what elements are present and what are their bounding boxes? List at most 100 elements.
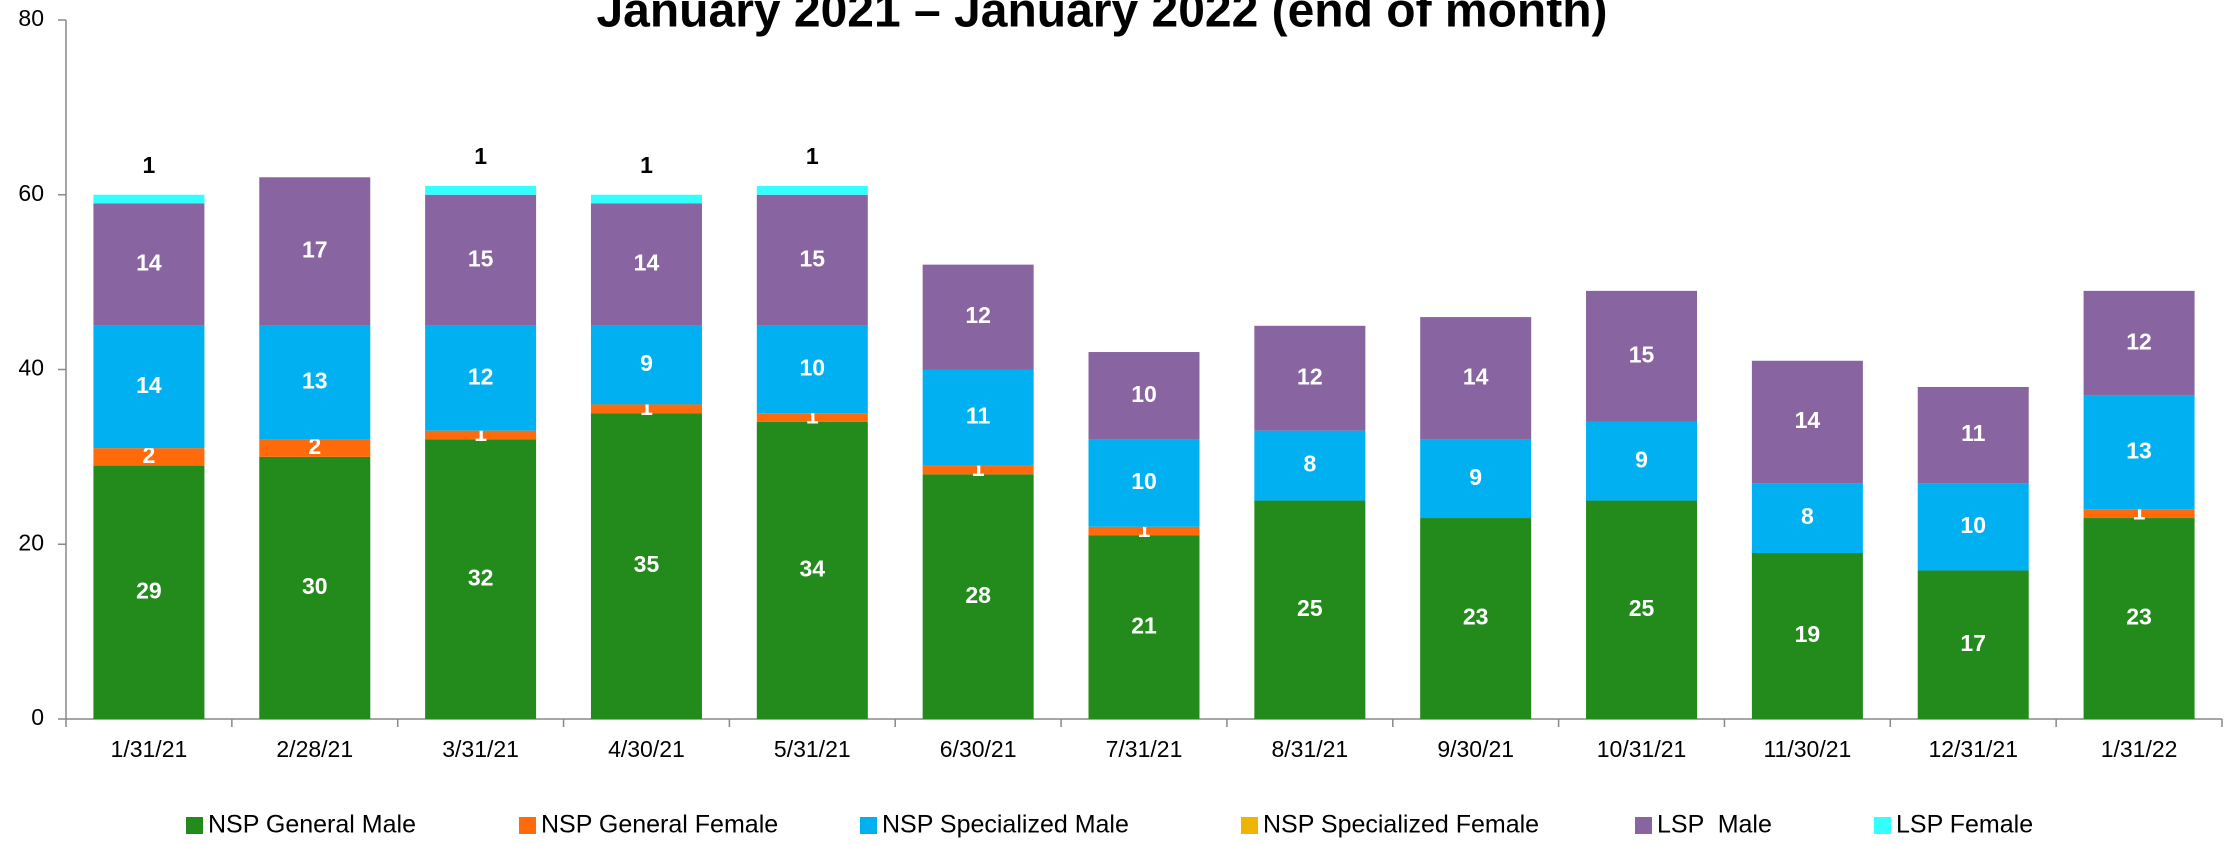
- bar-segment: [1420, 518, 1532, 719]
- bar-segment: [425, 430, 537, 440]
- bar-segment: [1586, 421, 1698, 501]
- bar-segment: [756, 194, 868, 326]
- bar-segment: [2083, 290, 2195, 396]
- bar-segment: [259, 325, 371, 440]
- chart-title: January 2021 – January 2022 (end of mont…: [596, 0, 1607, 38]
- data-label: 17: [1960, 630, 1986, 656]
- x-tick-label: 11/30/21: [1763, 736, 1851, 762]
- x-tick-label: 3/31/21: [442, 736, 519, 762]
- x-tick-label: 1/31/21: [111, 736, 188, 762]
- y-tick-label: 60: [18, 180, 44, 206]
- bar-segment: [590, 325, 702, 405]
- legend-swatch: [1241, 817, 1258, 834]
- x-tick-label: 8/31/21: [1271, 736, 1348, 762]
- x-tick-label: 7/31/21: [1106, 736, 1183, 762]
- data-label: 12: [1297, 363, 1323, 389]
- x-tick-label: 12/31/21: [1928, 736, 2018, 762]
- bar-segment: [756, 421, 868, 719]
- data-label: 21: [1131, 612, 1157, 638]
- legend-label: NSP Specialized Female: [1263, 811, 1539, 839]
- legend-label: NSP Specialized Male: [882, 811, 1129, 839]
- data-label: 25: [1297, 595, 1323, 621]
- bar-segment: [1254, 325, 1366, 431]
- data-label: 8: [1303, 451, 1316, 477]
- legend-swatch: [860, 817, 877, 834]
- bar-segment: [1751, 483, 1863, 553]
- data-label: 14: [1795, 407, 1821, 433]
- bar-segment: [1088, 352, 1200, 440]
- bar-segment: [1751, 552, 1863, 719]
- data-label: 25: [1629, 595, 1655, 621]
- bar-segment: [93, 465, 205, 719]
- y-tick-label: 80: [18, 5, 44, 31]
- data-label: 14: [136, 372, 162, 398]
- data-label: 32: [468, 564, 494, 590]
- legend-swatch: [1874, 817, 1891, 834]
- bar-segment: [1917, 386, 2029, 484]
- data-label: 14: [634, 250, 660, 276]
- data-label: 8: [1801, 503, 1814, 529]
- data-label: 13: [302, 368, 328, 394]
- legend-label: NSP General Male: [208, 811, 416, 839]
- data-label: 11: [1961, 420, 1986, 446]
- data-label: 15: [800, 245, 826, 271]
- legend-swatch: [1635, 817, 1652, 834]
- data-label: 17: [302, 237, 328, 263]
- bar-segment: [1420, 317, 1532, 440]
- data-label: 9: [1635, 446, 1648, 472]
- data-label: 12: [468, 363, 494, 389]
- bar-segment: [1088, 439, 1200, 527]
- data-label: 13: [2126, 438, 2152, 464]
- bar-segment: [93, 203, 205, 326]
- bar-segment: [1088, 535, 1200, 719]
- legend-label: NSP General Female: [541, 811, 778, 839]
- bar-segment: [756, 186, 868, 195]
- data-label: 29: [136, 577, 162, 603]
- bar-segment: [756, 325, 868, 414]
- data-label: 23: [2126, 604, 2152, 630]
- x-tick-label: 5/31/21: [774, 736, 851, 762]
- bar-segment: [259, 456, 371, 719]
- data-label: 12: [2126, 328, 2152, 354]
- data-label: 30: [302, 573, 328, 599]
- bar-segment: [922, 369, 1034, 466]
- legend-swatch: [519, 817, 536, 834]
- data-label: 1: [640, 152, 653, 178]
- bar-segment: [425, 194, 537, 326]
- bar-segment: [590, 404, 702, 414]
- data-label: 19: [1795, 621, 1821, 647]
- bar-segment: [425, 186, 537, 195]
- x-tick-label: 4/30/21: [608, 736, 685, 762]
- bar-segment: [1586, 500, 1698, 719]
- data-label: 34: [800, 556, 826, 582]
- y-tick-label: 20: [18, 529, 44, 555]
- x-tick-label: 1/31/22: [2101, 736, 2178, 762]
- data-label: 10: [1131, 468, 1157, 494]
- data-label: 9: [640, 350, 653, 376]
- data-label: 28: [965, 582, 991, 608]
- data-label: 10: [800, 355, 826, 381]
- data-label: 10: [1960, 512, 1986, 538]
- bar-segment: [425, 439, 537, 719]
- bar-segment: [922, 264, 1034, 370]
- data-label: 10: [1131, 381, 1157, 407]
- data-label: 2: [308, 433, 321, 459]
- x-tick-label: 2/28/21: [276, 736, 353, 762]
- bar-segment: [590, 413, 702, 719]
- data-label: 11: [966, 403, 991, 429]
- bar-segment: [1254, 500, 1366, 719]
- bar-segment: [93, 325, 205, 449]
- data-label: 14: [1463, 363, 1489, 389]
- data-label: 15: [1629, 341, 1655, 367]
- y-tick-label: 0: [31, 704, 44, 730]
- legend-swatch: [186, 817, 203, 834]
- bar-segment: [259, 439, 371, 457]
- data-label: 9: [1469, 464, 1482, 490]
- bar-segment: [2083, 518, 2195, 719]
- bar-segment: [1586, 290, 1698, 422]
- bar-segment: [590, 203, 702, 326]
- bar-segment: [922, 474, 1034, 719]
- bar-segment: [1917, 570, 2029, 719]
- bar-segment: [93, 448, 205, 466]
